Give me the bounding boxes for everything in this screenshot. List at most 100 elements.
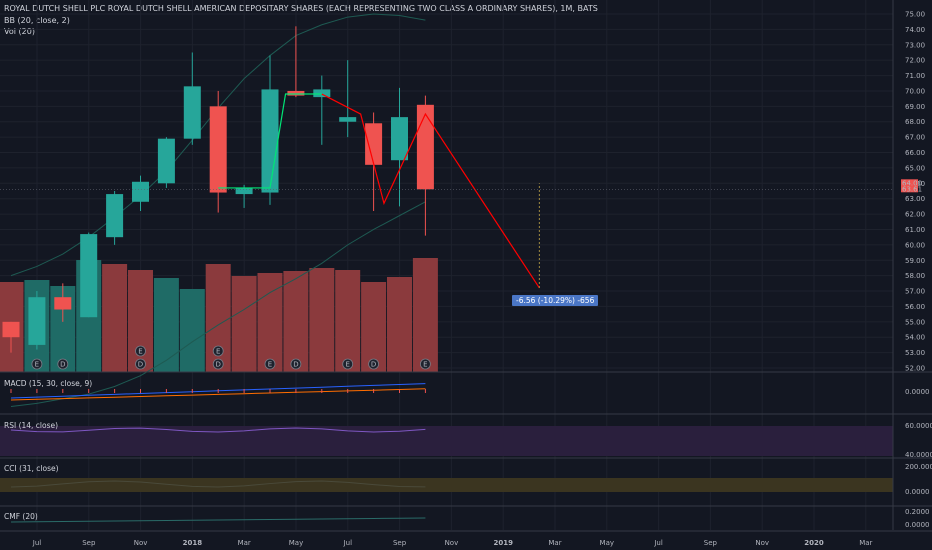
red-trend-line [321,93,540,289]
price-tick-label: 70.00 [905,87,925,95]
candle-body [261,89,279,193]
candle-body [80,234,98,318]
event-marker [212,345,224,357]
volume-bar [153,278,179,372]
price-tick-label: 72.00 [905,57,925,65]
price-tick-label: 62.00 [905,211,925,219]
time-tick-label: May [600,539,614,547]
price-tick-label: 60.00 [905,241,925,249]
cci-lower-value: 0.0000 [905,488,930,496]
price-tick-label: 68.00 [905,118,925,126]
macd-label[interactable]: MACD (15, 30, close, 9) [4,379,93,388]
event-marker [368,358,380,370]
candle-body [183,86,201,139]
candle-body [391,117,408,161]
time-tick-label: Jul [653,539,663,547]
time-tick-label: Nov [755,539,769,547]
volume-bar [361,282,387,372]
volume-indicator-label[interactable]: Vol (20) [4,27,35,36]
candles [2,26,434,353]
event-marker [290,358,302,370]
price-tick-label: 54.00 [905,334,925,342]
event-marker [57,358,69,370]
candle-body [339,117,357,122]
time-tick-label: Sep [393,539,407,547]
measure-label: -6.56 (-10.29%) -656 [512,295,599,306]
time-tick-label: 2018 [183,539,203,547]
price-tick-label: 65.00 [905,164,925,172]
event-marker-label: D [293,361,298,369]
rsi-line [10,427,426,433]
price-tick-label: 63.00 [905,195,925,203]
price-tick-label: 59.00 [905,257,925,265]
candle-body [416,104,434,190]
volume-bar [283,271,309,372]
price-badge-text: 64.00 [902,179,922,187]
event-marker-label: D [371,361,376,369]
time-tick-label: Sep [704,539,718,547]
time-tick-label: 2019 [493,539,513,547]
candle-body [365,123,383,165]
cmf-label[interactable]: CMF (20) [4,512,38,521]
event-marker-label: E [423,361,427,369]
volume-bar [128,270,153,372]
candle-body [106,194,124,238]
price-tick-label: 58.00 [905,272,925,280]
event-marker-label: E [35,361,39,369]
cci-line [10,480,426,488]
event-marker-label: E [138,348,142,356]
volume-bar [335,270,361,372]
time-tick-label: Mar [859,539,872,547]
cci-label[interactable]: CCI (31, close) [4,464,59,473]
time-tick-label: Nov [134,539,148,547]
candle-body [313,89,331,98]
candle-body [28,297,46,345]
price-tick-label: 56.00 [905,303,925,311]
volume-bar [102,264,128,372]
price-tick-label: 57.00 [905,288,925,296]
volume-bar [387,277,412,372]
volume-bar [257,273,283,372]
candle-body [157,138,175,184]
price-tick-label: 67.00 [905,134,925,142]
event-marker-label: D [216,361,221,369]
rsi-lower-value: 40.0000 [905,451,932,459]
cmf-line [10,517,426,523]
event-marker-label: D [60,361,65,369]
event-marker [135,358,146,370]
price-badge-text: 63.61 [902,185,922,193]
volume-bar [179,289,205,372]
indicator-panels: 0.0000 60.0000 40.0000 200.0000 0.0000 0.2000… [0,371,932,529]
price-badge [901,185,918,193]
price-tick-label: 75.00 [905,11,925,19]
cci-upper-value: 200.0000 [905,463,932,471]
macd-signal-line [10,388,426,401]
event-marker [342,358,354,370]
candle-body [2,321,20,338]
event-marker-label: D [138,361,143,369]
time-tick-label: Nov [445,539,459,547]
rsi-label[interactable]: RSI (14, close) [4,421,59,430]
volume-bar [309,268,335,372]
price-tick-label: 73.00 [905,41,925,49]
volume-bar [412,258,438,372]
rsi-upper-value: 60.0000 [905,422,932,430]
price-badge [901,179,918,187]
price-axis[interactable]: 52.00 53.00 54.00 55.00 56.00 57.00 58.00 59.00… [892,0,925,530]
price-tick-label: 53.00 [905,349,925,357]
candle-body [132,181,149,202]
time-tick-label: Mar [548,539,561,547]
event-marker [31,358,43,370]
time-tick-label: 2020 [804,539,824,547]
event-marker [212,358,224,370]
time-axis[interactable]: Jul Sep Nov 2018 Mar May Jul Sep Nov 2019 Mar May Ju… [0,530,932,547]
cci-band [0,478,893,492]
event-marker-label: E [268,361,272,369]
volume-bar [231,276,257,372]
projection-drawing[interactable] [0,93,893,289]
price-tick-label: 74.00 [905,26,925,34]
price-tick-label: 66.00 [905,149,925,157]
price-tick-label: 61.00 [905,226,925,234]
